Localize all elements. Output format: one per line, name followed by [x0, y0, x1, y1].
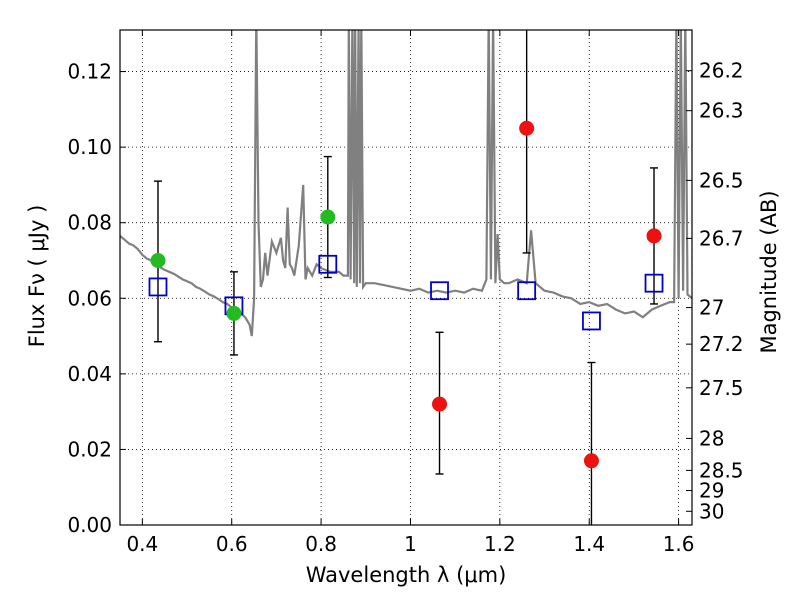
y-right-axis-title: Magnitude (AB) — [757, 190, 781, 353]
y-tick-label: 0.00 — [67, 513, 112, 537]
data-point — [320, 209, 336, 225]
mag-tick-label: 29 — [699, 479, 724, 503]
plot-background — [120, 30, 692, 525]
x-tick-label: 1.6 — [663, 532, 695, 556]
data-point — [519, 120, 535, 136]
model-photometry-square — [517, 281, 537, 301]
model-photometry-square — [148, 277, 168, 297]
x-tick-label: 1 — [404, 532, 417, 556]
model-photometry-square — [430, 281, 449, 301]
mag-tick-label: 28 — [699, 426, 724, 450]
data-point — [150, 252, 166, 268]
model-photometry-square — [582, 311, 601, 331]
x-tick-label: 0.8 — [305, 532, 337, 556]
y-tick-label: 0.02 — [67, 437, 112, 461]
mag-tick-label: 26.2 — [699, 59, 744, 83]
model-photometry-layer — [148, 254, 664, 331]
data-point — [646, 228, 662, 244]
mag-tick-label: 30 — [699, 499, 724, 523]
tick-layer: 0.4 0.6 0.8 1 1.2 1.4 1.6 0.00 0.02 0.04 0.06 0.08 0… — [67, 30, 744, 556]
y-tick-label: 0.06 — [67, 286, 112, 310]
model-photometry-square — [644, 273, 664, 293]
y-axis-title: Flux Fν ( μJy ) — [25, 205, 49, 348]
x-tick-label: 0.4 — [126, 532, 158, 556]
data-point — [226, 305, 242, 321]
plot-frame — [119, 29, 693, 526]
mag-tick-label: 28.5 — [699, 458, 744, 482]
mag-tick-label: 26.5 — [699, 168, 744, 192]
data-point — [583, 453, 599, 469]
spectrum-layer — [120, 30, 692, 337]
mag-tick-label: 26.7 — [699, 226, 744, 250]
mag-tick-label: 26.3 — [699, 99, 744, 123]
x-tick-label: 1.4 — [573, 532, 605, 556]
model-photometry-square — [318, 254, 338, 274]
spectrum-line — [120, 30, 692, 337]
x-tick-label: 0.6 — [216, 532, 248, 556]
y-tick-label: 0.04 — [67, 362, 112, 386]
x-axis-title: Wavelength λ (μm) — [306, 563, 507, 587]
x-tick-label: 1.2 — [484, 532, 516, 556]
mag-tick-label: 27.5 — [699, 376, 744, 400]
mag-tick-label: 27 — [699, 296, 724, 320]
y-tick-label: 0.08 — [67, 211, 112, 235]
data-point — [432, 396, 448, 412]
observed-points-layer — [150, 120, 662, 469]
mag-tick-label: 27.2 — [699, 332, 744, 356]
y-tick-label: 0.12 — [67, 60, 112, 84]
y-tick-label: 0.10 — [67, 135, 112, 159]
